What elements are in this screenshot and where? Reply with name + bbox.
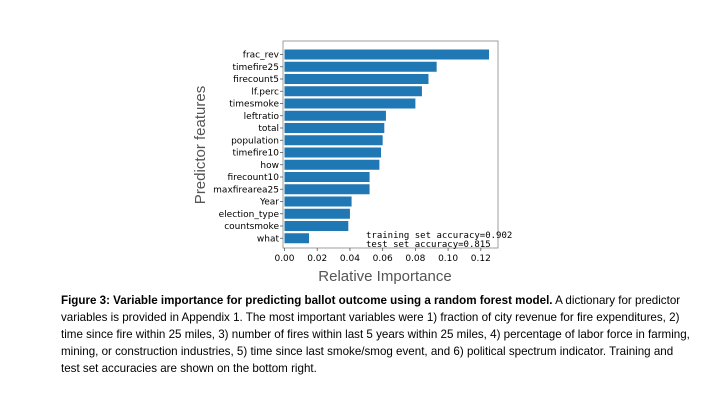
bar-countsmoke xyxy=(284,221,349,231)
bars-group xyxy=(284,49,489,244)
category-label-firecount5: firecount5 xyxy=(233,75,279,85)
category-label-timesmoke: timesmoke xyxy=(229,100,279,110)
caption-title: Figure 3: Variable importance for predic… xyxy=(61,294,553,307)
category-label-total: total xyxy=(258,124,279,134)
category-label-firecount10: firecount10 xyxy=(227,173,279,183)
x-tick-label: 0.10 xyxy=(438,254,458,264)
category-label-how: how xyxy=(260,161,279,171)
bar-timefire25 xyxy=(284,61,437,72)
category-label-election_type: election_type xyxy=(219,210,280,220)
category-label-timefire25: timefire25 xyxy=(233,63,280,73)
x-tick-label: 0.06 xyxy=(373,254,393,264)
x-tick-label: 0.12 xyxy=(471,254,491,264)
bar-what xyxy=(284,233,310,244)
x-tick-label: 0.08 xyxy=(405,254,425,264)
category-label-year: Year xyxy=(259,198,279,208)
bar-population xyxy=(284,135,383,146)
category-label-timefire10: timefire10 xyxy=(233,149,280,159)
category-label-lfperc: lf.perc xyxy=(251,87,279,97)
y-axis-label: Predictor features xyxy=(192,86,209,204)
category-labels: frac_rev timefire25 firecount5 lf.perc times… xyxy=(213,51,283,244)
bar-maxfirearea25 xyxy=(284,184,370,195)
training-accuracy-annotation: training set accuracy=0.902 xyxy=(366,231,512,241)
x-axis-label: Relative Importance xyxy=(318,268,451,285)
x-axis-ticks: 0.00 0.02 0.04 0.06 0.08 0.10 0.12 xyxy=(274,248,491,264)
figure-caption: Figure 3: Variable importance for predic… xyxy=(61,292,691,377)
caption-body: A dictionary for predictor variables is … xyxy=(61,294,690,375)
bar-chart: frac_rev timefire25 firecount5 lf.perc times… xyxy=(192,40,512,285)
category-label-leftratio: leftratio xyxy=(244,112,280,122)
bar-timesmoke xyxy=(284,98,416,109)
bar-year xyxy=(284,196,352,207)
bar-frac_rev xyxy=(284,49,489,60)
bar-lfperc xyxy=(284,86,422,97)
bar-timefire10 xyxy=(284,147,382,158)
bar-firecount5 xyxy=(284,74,429,84)
bar-how xyxy=(284,159,380,170)
category-label-maxfirearea25: maxfirearea25 xyxy=(213,185,279,195)
category-label-population: population xyxy=(231,136,279,146)
bar-firecount10 xyxy=(284,172,370,182)
bar-total xyxy=(284,123,385,133)
category-label-frac_rev: frac_rev xyxy=(243,51,280,61)
plot-frame xyxy=(282,40,499,249)
test-accuracy-annotation: test set accuracy=0.815 xyxy=(366,240,491,250)
x-tick-label: 0.02 xyxy=(307,254,327,264)
category-label-countsmoke: countsmoke xyxy=(224,222,279,232)
bar-leftratio xyxy=(284,110,386,121)
category-label-what: what xyxy=(257,234,280,244)
x-tick-label: 0.00 xyxy=(274,254,294,264)
bar-election_type xyxy=(284,208,350,219)
x-tick-label: 0.04 xyxy=(340,254,360,264)
